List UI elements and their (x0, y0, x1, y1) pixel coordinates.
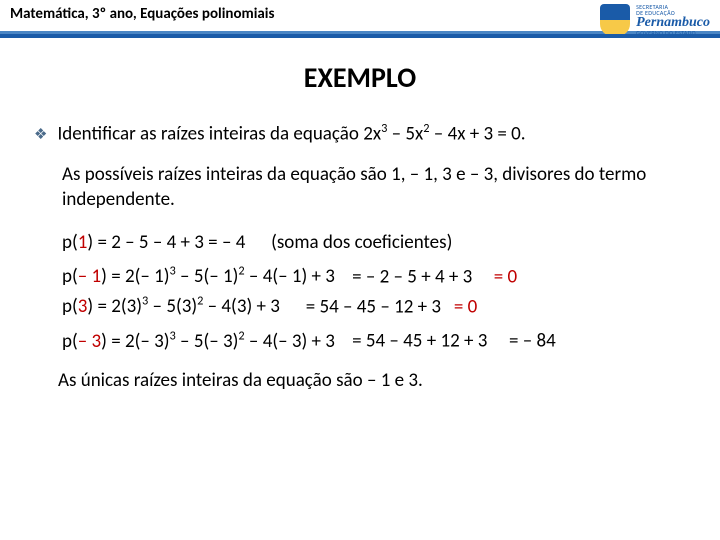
body-block: As possíveis raízes inteiras da equação … (34, 163, 686, 352)
eq-line-1: p(1) = 2 – 5 – 4 + 3 = – 4 (soma dos coe… (62, 231, 686, 254)
eq-2c: = 0 (494, 265, 517, 288)
page-title: EXEMPLO (34, 60, 686, 95)
header-title: Matemática, 3º ano, Equações polinomiais (0, 5, 274, 33)
logo-area: SECRETARIA DE EDUCAÇÃO Pernambuco GOVERN… (510, 0, 710, 40)
eq-4a: p(– 3) = 2(– 3)3 – 5(– 3)2 – 4(– 3) + 3 (62, 330, 335, 353)
conclusion: As únicas raízes inteiras da equação são… (34, 369, 686, 392)
eq-line-2: p(– 1) = 2(– 1)3 – 5(– 1)2 – 4(– 1) + 3 … (62, 264, 686, 288)
eq-3a: p(3) = 2(3)3 – 5(3)2 – 4(3) + 3 (62, 295, 280, 318)
logo-text: SECRETARIA DE EDUCAÇÃO Pernambuco GOVERN… (636, 4, 710, 36)
bullet-text: Identificar as raízes inteiras da equaçã… (57, 121, 525, 145)
eq-4b: = 54 – 45 + 12 + 3 (352, 330, 487, 353)
eq-1a: p(1) = 2 – 5 – 4 + 3 = – 4 (62, 231, 245, 254)
eq-4c: = – 84 (509, 330, 556, 353)
eq-3b: = 54 – 45 – 12 + 3 (306, 295, 441, 318)
paragraph-1: As possíveis raízes inteiras da equação … (62, 163, 686, 212)
logo-main: Pernambuco (636, 16, 710, 30)
logo-shield-icon (600, 4, 630, 36)
eq-1b: (soma dos coeficientes) (271, 231, 452, 254)
content-area: EXEMPLO ❖ Identificar as raízes inteiras… (0, 38, 720, 392)
eq-2a: p(– 1) = 2(– 1)3 – 5(– 1)2 – 4(– 1) + 3 (62, 265, 335, 288)
header-bar: Matemática, 3º ano, Equações polinomiais… (0, 0, 720, 38)
logo-sub: GOVERNO DO ESTADO (636, 30, 710, 36)
eq-3c: = 0 (454, 295, 477, 318)
eq-2b: = – 2 – 5 + 4 + 3 (352, 265, 472, 288)
eq-line-3: p(3) = 2(3)3 – 5(3)2 – 4(3) + 3 = 54 – 4… (62, 294, 686, 318)
bullet-line: ❖ Identificar as raízes inteiras da equa… (34, 121, 686, 145)
eq-line-4: p(– 3) = 2(– 3)3 – 5(– 3)2 – 4(– 3) + 3 … (62, 328, 686, 352)
diamond-bullet-icon: ❖ (34, 125, 47, 144)
